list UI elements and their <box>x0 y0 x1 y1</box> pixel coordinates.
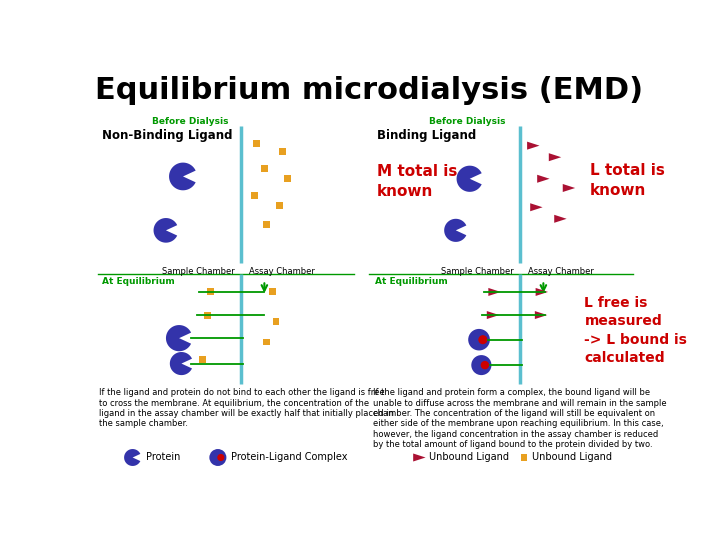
Text: Binding Ligand: Binding Ligand <box>377 129 476 142</box>
Text: Assay Chamber: Assay Chamber <box>249 267 315 276</box>
Polygon shape <box>166 325 191 351</box>
Text: Unbound Ligand: Unbound Ligand <box>532 453 612 462</box>
Bar <box>276 202 284 209</box>
Text: L total is
known: L total is known <box>590 163 665 198</box>
Bar <box>264 221 270 228</box>
Text: M total is
known: M total is known <box>377 165 457 199</box>
Polygon shape <box>487 311 499 319</box>
Circle shape <box>478 335 487 344</box>
Polygon shape <box>488 288 500 296</box>
Bar <box>284 176 291 182</box>
Bar <box>204 312 211 319</box>
Bar <box>521 454 528 461</box>
Text: At Equilibrium: At Equilibrium <box>102 276 174 286</box>
Polygon shape <box>413 454 426 462</box>
Bar <box>269 288 276 295</box>
Polygon shape <box>535 311 547 319</box>
Polygon shape <box>170 352 192 375</box>
Polygon shape <box>444 219 467 242</box>
Polygon shape <box>536 288 548 296</box>
Text: Assay Chamber: Assay Chamber <box>528 267 594 276</box>
Text: Protein: Protein <box>145 453 180 462</box>
Bar <box>207 288 214 295</box>
Text: Non-Binding Ligand: Non-Binding Ligand <box>102 129 232 142</box>
Bar <box>251 192 258 199</box>
Text: Sample Chamber: Sample Chamber <box>441 267 514 276</box>
Circle shape <box>481 361 489 369</box>
Polygon shape <box>527 141 539 150</box>
Text: L free is
measured
-> L bound is
calculated: L free is measured -> L bound is calcula… <box>585 296 688 365</box>
Polygon shape <box>530 203 543 211</box>
Polygon shape <box>537 175 549 183</box>
Circle shape <box>468 329 490 350</box>
Text: Before Dialysis: Before Dialysis <box>429 117 505 125</box>
Bar <box>264 339 270 346</box>
Polygon shape <box>549 153 561 161</box>
Circle shape <box>472 355 492 375</box>
Circle shape <box>210 449 226 466</box>
Bar <box>279 148 286 156</box>
Polygon shape <box>169 163 196 190</box>
Bar <box>261 165 268 172</box>
Text: At Equilibrium: At Equilibrium <box>375 276 448 286</box>
Polygon shape <box>563 184 575 192</box>
Polygon shape <box>456 166 482 192</box>
Bar <box>272 318 279 325</box>
Text: Sample Chamber: Sample Chamber <box>162 267 235 276</box>
Text: Protein-Ligand Complex: Protein-Ligand Complex <box>231 453 348 462</box>
Text: If the ligand and protein form a complex, the bound ligand will be
unable to dif: If the ligand and protein form a complex… <box>373 388 667 449</box>
Polygon shape <box>153 218 177 242</box>
Circle shape <box>217 454 225 461</box>
Bar <box>253 140 260 147</box>
Text: If the ligand and protein do not bind to each other the ligand is free
to cross : If the ligand and protein do not bind to… <box>99 388 395 428</box>
Text: Before Dialysis: Before Dialysis <box>153 117 229 125</box>
Bar <box>199 356 206 363</box>
Polygon shape <box>554 215 567 223</box>
Text: Equilibrium microdialysis (EMD): Equilibrium microdialysis (EMD) <box>95 76 643 105</box>
Text: Unbound Ligand: Unbound Ligand <box>429 453 510 462</box>
Polygon shape <box>124 449 140 466</box>
